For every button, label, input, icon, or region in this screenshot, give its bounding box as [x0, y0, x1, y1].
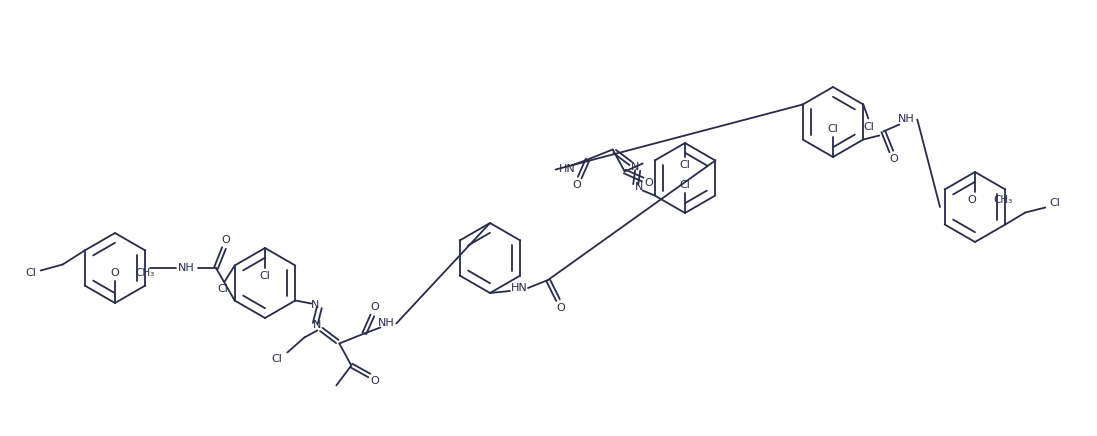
Text: CH₃: CH₃ — [993, 195, 1013, 205]
Text: Cl: Cl — [863, 122, 874, 132]
Text: O: O — [370, 377, 378, 386]
Text: Cl: Cl — [260, 271, 271, 281]
Text: Cl: Cl — [827, 124, 838, 134]
Text: O: O — [111, 268, 120, 278]
Text: Cl: Cl — [1050, 198, 1061, 208]
Text: O: O — [370, 303, 378, 313]
Text: O: O — [644, 178, 653, 188]
Text: CH₃: CH₃ — [135, 268, 155, 278]
Text: N: N — [631, 163, 638, 173]
Text: O: O — [556, 303, 565, 313]
Text: HN: HN — [510, 283, 528, 293]
Text: HN: HN — [559, 164, 576, 174]
Text: N: N — [313, 320, 321, 330]
Text: Cl: Cl — [25, 269, 36, 279]
Text: NH: NH — [378, 319, 395, 328]
Text: Cl: Cl — [679, 160, 690, 170]
Text: N: N — [634, 183, 643, 193]
Text: Cl: Cl — [272, 354, 283, 364]
Text: O: O — [889, 154, 897, 164]
Text: O: O — [573, 181, 581, 191]
Text: NH: NH — [178, 263, 194, 273]
Text: Cl: Cl — [679, 180, 690, 190]
Text: Cl: Cl — [217, 285, 228, 294]
Text: N: N — [312, 300, 319, 310]
Text: O: O — [222, 235, 230, 245]
Text: O: O — [968, 195, 976, 205]
Text: NH: NH — [898, 115, 915, 125]
